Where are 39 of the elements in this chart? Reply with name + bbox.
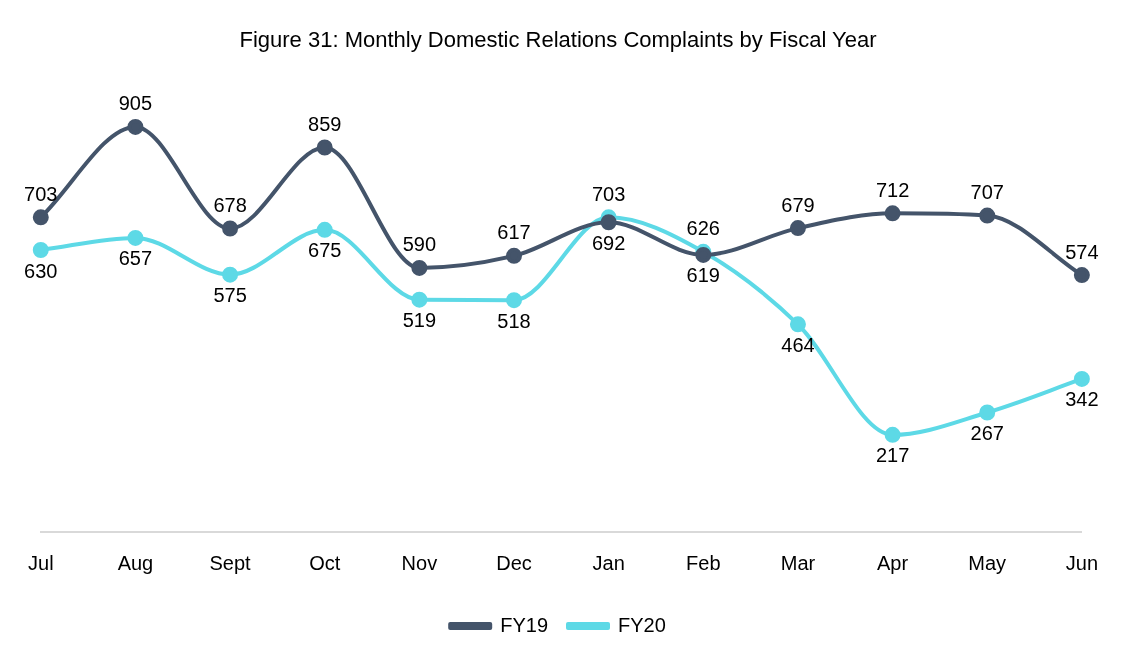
chart-title: Figure 31: Monthly Domestic Relations Complaints by Fiscal Year: [239, 27, 877, 53]
x-tick-label: Oct: [309, 551, 341, 574]
data-label: 703: [591, 182, 626, 205]
data-label: 575: [213, 284, 247, 307]
data-label: 692: [591, 231, 626, 254]
data-label: 657: [118, 247, 153, 270]
data-label: 707: [970, 181, 1004, 204]
x-tick-label: May: [968, 551, 1007, 574]
data-label: 679: [781, 193, 815, 216]
x-tick-label: Mar: [780, 551, 816, 574]
x-tick-label: Apr: [877, 551, 909, 574]
data-label: 590: [402, 233, 437, 256]
data-label: 342: [1065, 388, 1099, 411]
data-label: 617: [497, 221, 531, 244]
data-label: 464: [781, 333, 815, 356]
data-label: 678: [213, 194, 247, 217]
data-label: 859: [308, 113, 342, 136]
data-label: 905: [118, 92, 153, 115]
data-label: 217: [875, 444, 910, 467]
x-tick-label: Jan: [592, 551, 625, 574]
x-tick-label: Dec: [496, 551, 532, 574]
x-tick-label: Feb: [686, 551, 721, 574]
data-label: 712: [875, 178, 910, 201]
data-label: 630: [24, 259, 58, 282]
x-tick-label: Sept: [209, 551, 252, 574]
x-tick-label: Jul: [27, 551, 54, 574]
x-tick-label: Aug: [117, 551, 154, 574]
data-label: 267: [970, 422, 1004, 445]
x-tick-label: Nov: [401, 551, 438, 574]
data-label: 518: [497, 309, 531, 332]
data-label: 519: [402, 309, 437, 332]
x-tick-label: Jun: [1065, 551, 1098, 574]
data-label: 703: [24, 182, 58, 205]
legend-label: FY19: [500, 613, 549, 636]
data-label: 626: [686, 217, 720, 240]
data-label: 619: [686, 264, 720, 287]
data-label: 574: [1065, 240, 1099, 263]
legend-label: FY20: [618, 613, 666, 636]
data-label: 675: [308, 239, 342, 262]
